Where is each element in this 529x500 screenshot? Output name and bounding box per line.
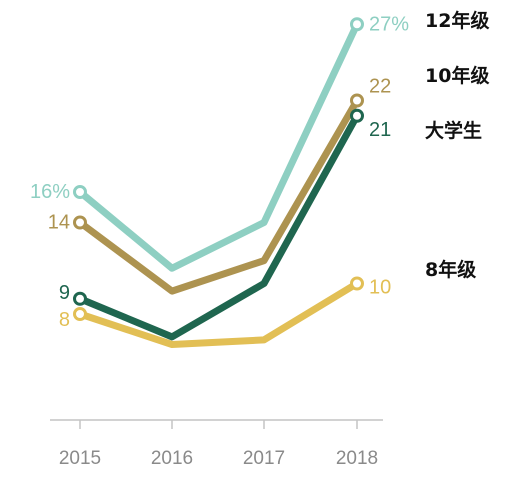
x-tick-label: 2016 bbox=[151, 448, 193, 469]
start-value-label: 14 bbox=[48, 212, 70, 234]
x-tick-label: 2018 bbox=[336, 448, 378, 469]
series-name-label: 大学生 bbox=[425, 119, 482, 142]
series-name-label: 12年级 bbox=[425, 9, 489, 32]
data-point bbox=[350, 108, 364, 123]
data-point bbox=[350, 276, 364, 291]
series-name-label: 10年级 bbox=[425, 64, 489, 87]
x-tick-label: 2017 bbox=[243, 448, 285, 469]
end-value-label: 10 bbox=[369, 277, 391, 299]
series-name-label: 8年级 bbox=[425, 258, 476, 281]
start-value-label: 8 bbox=[59, 309, 70, 331]
data-point bbox=[73, 215, 87, 230]
end-value-label: 22 bbox=[369, 76, 391, 98]
data-point bbox=[73, 307, 87, 321]
data-point bbox=[350, 93, 364, 108]
data-point bbox=[350, 17, 364, 32]
data-point bbox=[73, 185, 87, 199]
x-tick-label: 2015 bbox=[59, 448, 101, 469]
series-line bbox=[76, 97, 361, 295]
end-value-label: 21 bbox=[369, 119, 391, 141]
series-line bbox=[76, 280, 361, 348]
series-line bbox=[76, 112, 361, 341]
start-value-label: 16% bbox=[30, 181, 70, 203]
start-value-label: 9 bbox=[59, 282, 70, 304]
series-line bbox=[76, 20, 361, 272]
data-point bbox=[73, 291, 87, 306]
end-value-label: 27% bbox=[369, 13, 409, 35]
